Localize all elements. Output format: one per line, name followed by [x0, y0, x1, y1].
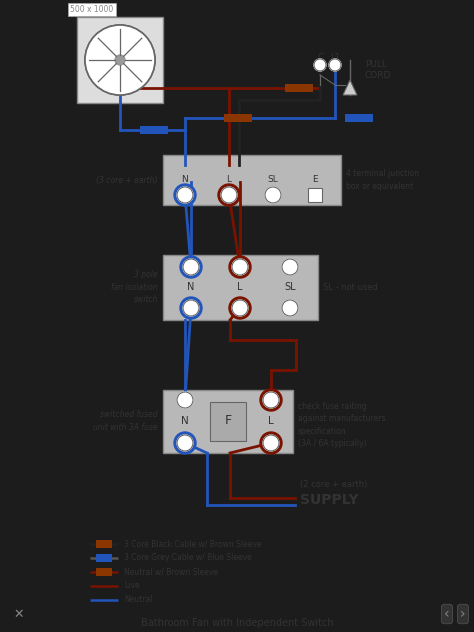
Bar [224, 114, 252, 122]
Circle shape [232, 300, 248, 316]
Circle shape [229, 256, 251, 278]
Bar [210, 402, 246, 441]
Circle shape [183, 259, 199, 275]
Circle shape [85, 25, 155, 95]
Bar [163, 255, 318, 320]
Bar [308, 188, 322, 202]
Circle shape [180, 256, 202, 278]
Circle shape [177, 435, 193, 451]
Text: Live: Live [124, 581, 140, 590]
Circle shape [263, 435, 279, 451]
Circle shape [282, 300, 298, 316]
Text: L: L [268, 416, 274, 426]
Text: switched fused
unit with 3A fuse: switched fused unit with 3A fuse [93, 410, 158, 432]
Text: N: N [187, 282, 195, 292]
Text: (2 core + earth): (2 core + earth) [300, 480, 367, 489]
Text: Neutral w/ Brown Sleeve: Neutral w/ Brown Sleeve [124, 568, 218, 576]
Text: (3 core + earth): (3 core + earth) [97, 176, 158, 185]
Circle shape [218, 184, 240, 206]
Text: 500 x 1000: 500 x 1000 [70, 5, 113, 14]
Bar [163, 390, 293, 453]
Text: L1: L1 [330, 53, 340, 62]
Bar [96, 554, 112, 562]
Text: Neutral: Neutral [124, 595, 153, 604]
Circle shape [115, 55, 125, 65]
Circle shape [265, 187, 281, 203]
Text: 4 terminal junction
box or equivalent: 4 terminal junction box or equivalent [346, 169, 419, 191]
Circle shape [314, 59, 326, 71]
Bar [77, 17, 163, 103]
Text: N: N [182, 176, 188, 185]
Text: L: L [237, 282, 243, 292]
Text: SL: SL [284, 282, 296, 292]
Bar [345, 114, 373, 122]
Circle shape [229, 297, 251, 319]
Text: C: C [317, 53, 323, 62]
Text: SL - not used: SL - not used [323, 283, 378, 291]
Circle shape [221, 187, 237, 203]
Text: SL: SL [268, 176, 278, 185]
Bar [140, 126, 168, 134]
Polygon shape [343, 80, 357, 95]
Bar [436, 0, 474, 632]
Circle shape [329, 59, 341, 71]
Text: E: E [312, 176, 318, 185]
Text: 3 Core Grey Cable w/ Blue Sleeve: 3 Core Grey Cable w/ Blue Sleeve [124, 554, 252, 562]
Circle shape [85, 25, 155, 95]
Circle shape [260, 432, 282, 454]
Circle shape [177, 187, 193, 203]
Text: F: F [224, 415, 232, 427]
Circle shape [263, 392, 279, 408]
Circle shape [174, 184, 196, 206]
Circle shape [174, 432, 196, 454]
Text: 3 pole
fan isolation
switch: 3 pole fan isolation switch [111, 270, 158, 304]
Circle shape [177, 392, 193, 408]
Text: N: N [181, 416, 189, 426]
Circle shape [180, 297, 202, 319]
Circle shape [260, 389, 282, 411]
Text: check fuse raiting
against manufacturers
specification
(3A / 6A typically): check fuse raiting against manufacturers… [298, 402, 385, 448]
Circle shape [232, 259, 248, 275]
Bar [0, 0, 38, 632]
Text: PULL
CORD: PULL CORD [365, 59, 392, 80]
Text: SUPPLY: SUPPLY [300, 493, 359, 507]
Bar [285, 84, 313, 92]
Text: ‹: ‹ [444, 607, 450, 621]
Bar [96, 540, 112, 548]
Text: ›: › [460, 607, 466, 621]
Text: 3 Core Black Cable w/ Brown Sleeve: 3 Core Black Cable w/ Brown Sleeve [124, 540, 262, 549]
Circle shape [183, 300, 199, 316]
Bar [163, 155, 341, 205]
Text: ✕: ✕ [14, 607, 24, 621]
Text: Bathroom Fan with Independent Switch: Bathroom Fan with Independent Switch [141, 618, 333, 628]
Text: L: L [227, 176, 231, 185]
Circle shape [282, 259, 298, 275]
Bar [96, 568, 112, 576]
